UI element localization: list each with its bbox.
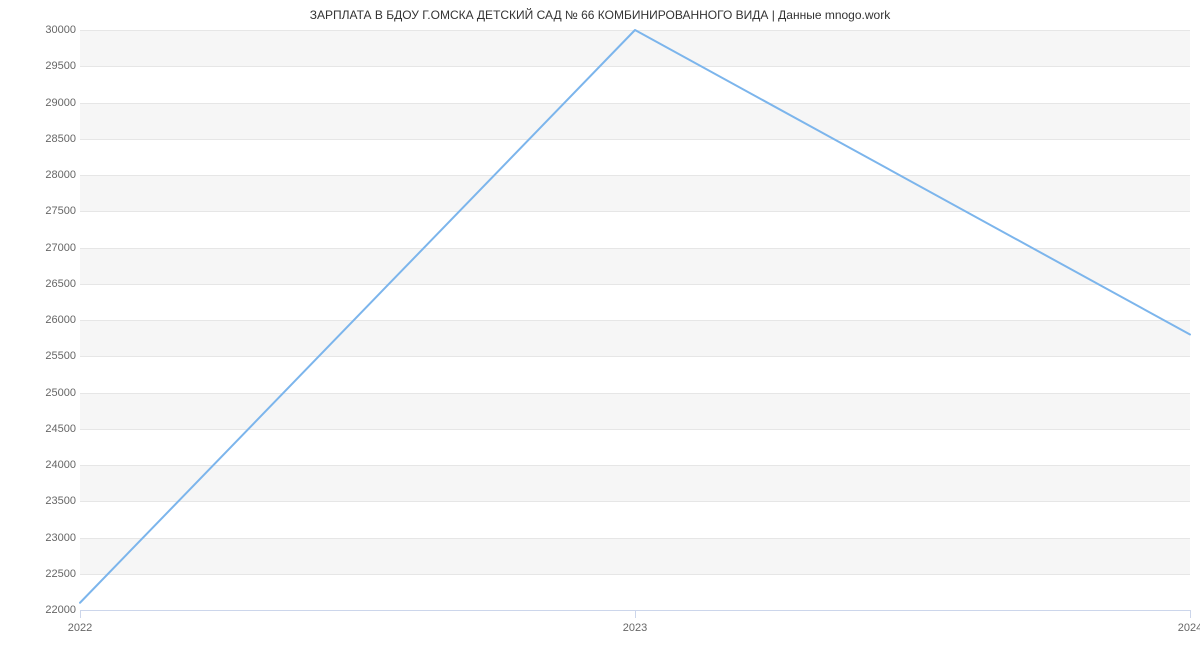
y-tick-label: 27500 (16, 205, 76, 217)
x-tick-label: 2023 (623, 622, 647, 634)
y-tick-label: 25500 (16, 350, 76, 362)
y-tick-label: 28500 (16, 133, 76, 145)
series-line (80, 30, 1190, 603)
y-tick-label: 24000 (16, 459, 76, 471)
y-tick-label: 22500 (16, 568, 76, 580)
plot-area (80, 30, 1190, 610)
y-tick-label: 23500 (16, 495, 76, 507)
y-tick-label: 26000 (16, 314, 76, 326)
x-tick (80, 610, 81, 618)
y-tick-label: 27000 (16, 242, 76, 254)
x-tick-label: 2024 (1178, 622, 1200, 634)
x-tick-label: 2022 (68, 622, 92, 634)
y-tick-label: 25000 (16, 387, 76, 399)
y-tick-label: 26500 (16, 278, 76, 290)
salary-line-chart: ЗАРПЛАТА В БДОУ Г.ОМСКА ДЕТСКИЙ САД № 66… (0, 0, 1200, 650)
y-tick-label: 22000 (16, 604, 76, 616)
y-tick-label: 30000 (16, 24, 76, 36)
chart-title: ЗАРПЛАТА В БДОУ Г.ОМСКА ДЕТСКИЙ САД № 66… (0, 8, 1200, 22)
y-tick-label: 29500 (16, 60, 76, 72)
y-tick-label: 28000 (16, 169, 76, 181)
x-tick (1190, 610, 1191, 618)
y-tick-label: 24500 (16, 423, 76, 435)
y-tick-label: 29000 (16, 97, 76, 109)
y-tick-label: 23000 (16, 532, 76, 544)
x-tick (635, 610, 636, 618)
line-series (80, 30, 1190, 610)
